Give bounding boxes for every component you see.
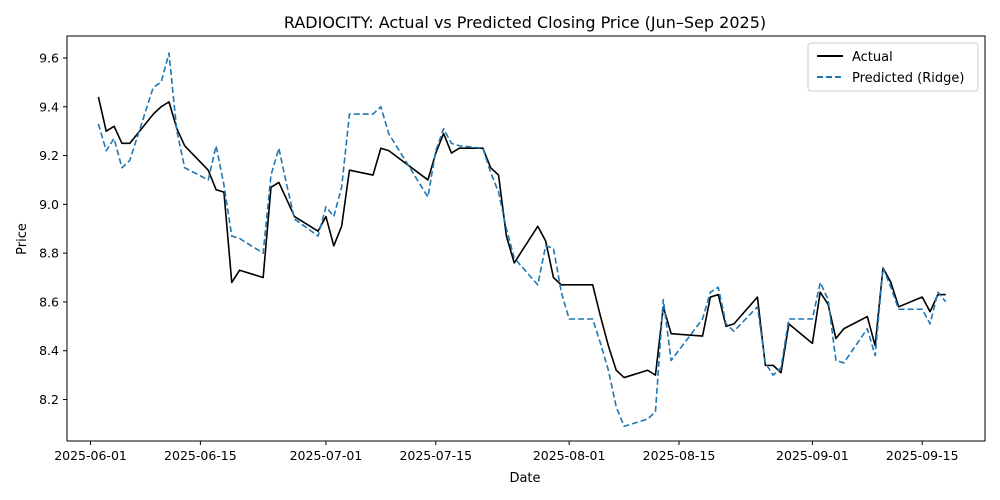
y-tick-label: 8.8 — [39, 246, 59, 261]
x-axis: 2025-06-01 2025-06-15 2025-07-01 2025-07-15… — [54, 441, 959, 463]
y-axis: 8.2 8.4 8.6 8.8 9.0 9.2 9.4 9.6 — [39, 50, 67, 407]
y-tick-label: 9.4 — [39, 99, 59, 114]
y-tick-label: 8.4 — [39, 343, 59, 358]
y-tick-label: 8.6 — [39, 294, 59, 309]
legend-label-predicted: Predicted (Ridge) — [852, 71, 964, 86]
x-axis-label: Date — [509, 471, 540, 486]
y-tick-label: 9.6 — [39, 50, 59, 65]
y-axis-label: Price — [15, 223, 30, 255]
legend-label-actual: Actual — [852, 50, 893, 65]
x-tick-label: 2025-08-15 — [643, 448, 716, 463]
y-tick-label: 9.2 — [39, 148, 59, 163]
x-tick-label: 2025-06-01 — [54, 448, 127, 463]
series-line-actual — [97, 96, 946, 379]
x-tick-label: 2025-07-15 — [399, 448, 472, 463]
x-tick-label: 2025-09-01 — [776, 448, 849, 463]
series-line-predicted — [97, 52, 947, 428]
plot-frame — [66, 35, 986, 442]
y-tick-label: 8.2 — [39, 392, 59, 407]
legend: Actual Predicted (Ridge) — [807, 42, 979, 92]
x-tick-label: 2025-06-15 — [164, 448, 237, 463]
legend-box — [807, 42, 979, 92]
x-tick-label: 2025-07-01 — [290, 448, 363, 463]
x-tick-label: 2025-08-01 — [533, 448, 606, 463]
plot-series — [97, 52, 947, 428]
chart-title: RADIOCITY: Actual vs Predicted Closing P… — [284, 13, 766, 32]
y-tick-label: 9.0 — [39, 197, 59, 212]
x-tick-label: 2025-09-15 — [886, 448, 959, 463]
